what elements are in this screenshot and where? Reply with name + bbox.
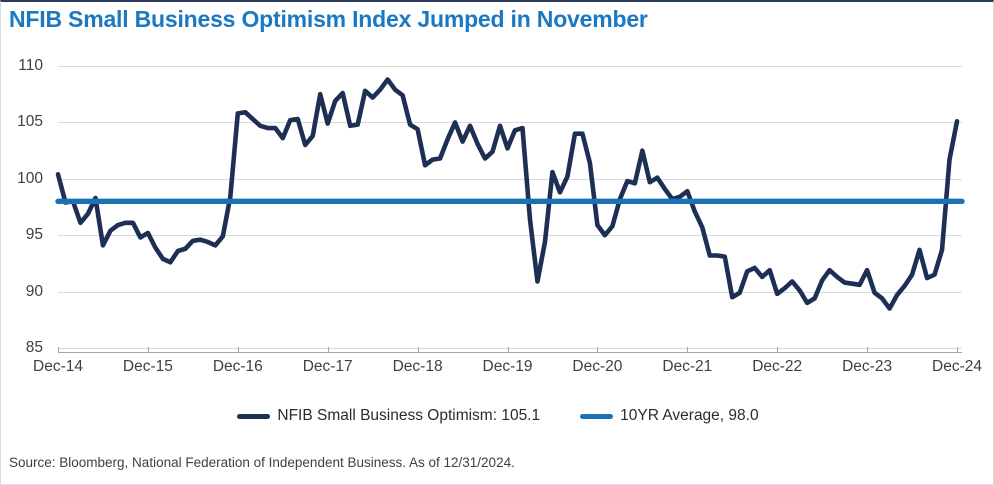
x-tick-label-Dec-23: Dec-23 xyxy=(842,358,893,375)
y-tick-label-105: 105 xyxy=(17,113,43,131)
y-tick-label-95: 95 xyxy=(25,226,43,244)
x-tick-label-Dec-21: Dec-21 xyxy=(662,358,713,375)
source-note: Source: Bloomberg, National Federation o… xyxy=(9,455,515,470)
x-tick-label-Dec-17: Dec-17 xyxy=(302,358,353,375)
legend-label-1: 10YR Average, 98.0 xyxy=(620,407,759,424)
y-tick-label-85: 85 xyxy=(25,339,43,356)
x-tick-label-Dec-15: Dec-15 xyxy=(122,358,173,375)
y-tick-label-90: 90 xyxy=(25,282,43,300)
x-tick-label-Dec-16: Dec-16 xyxy=(212,358,263,375)
x-tick-label-Dec-22: Dec-22 xyxy=(752,358,803,375)
line-chart-plot-area xyxy=(55,66,965,354)
chart-title: NFIB Small Business Optimism Index Jumpe… xyxy=(9,6,648,32)
legend-label-0: NFIB Small Business Optimism: 105.1 xyxy=(277,407,541,424)
y-tick-label-100: 100 xyxy=(17,169,43,187)
x-tick-label-Dec-24: Dec-24 xyxy=(932,358,982,375)
legend-swatch-1 xyxy=(580,413,614,419)
x-tick-label-Dec-19: Dec-19 xyxy=(482,358,533,375)
x-tick-label-Dec-18: Dec-18 xyxy=(392,358,443,375)
legend-swatch-0 xyxy=(237,413,271,419)
legend-item-1: 10YR Average, 98.0 xyxy=(580,407,759,425)
y-tick-label-110: 110 xyxy=(18,57,43,74)
legend-item-0: NFIB Small Business Optimism: 105.1 xyxy=(237,407,540,425)
optimism-series-line xyxy=(55,77,960,311)
chart-legend: NFIB Small Business Optimism: 105.1 10YR … xyxy=(1,407,993,425)
x-tick-label-Dec-20: Dec-20 xyxy=(572,358,623,375)
x-tick-label-Dec-14: Dec-14 xyxy=(33,358,83,375)
